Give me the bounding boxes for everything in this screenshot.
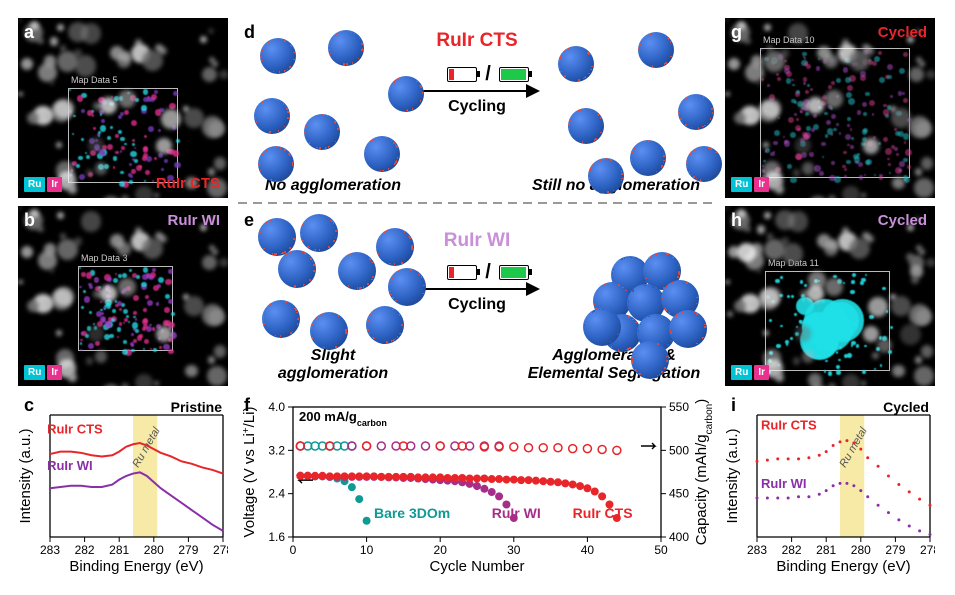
- panel-c-svg: 283 282 281 280 279 278 Binding Energy (eV) Int…: [18, 395, 228, 575]
- panel-i-letter: i: [731, 395, 736, 416]
- panel-b-sample: RuIr WI: [168, 212, 221, 229]
- panel-e-caption-left: Slightagglomeration: [248, 347, 418, 383]
- panel-c-letter: c: [24, 395, 34, 416]
- svg-text:283: 283: [747, 543, 767, 557]
- svg-text:30: 30: [507, 543, 521, 557]
- svg-text:282: 282: [75, 543, 95, 557]
- svg-text:280: 280: [851, 543, 871, 557]
- svg-text:0: 0: [290, 543, 297, 557]
- battery-full-icon-e: [499, 265, 529, 280]
- svg-text:281: 281: [816, 543, 836, 557]
- panel-c-state: Pristine: [171, 399, 222, 415]
- svg-text:450: 450: [669, 487, 689, 501]
- svg-text:278: 278: [920, 543, 935, 557]
- panel-e-cycling-label: Cycling: [238, 296, 716, 314]
- panel-g-legend: RuIr: [731, 177, 771, 192]
- svg-text:Intensity (a.u.): Intensity (a.u.): [725, 428, 741, 523]
- battery-full-level: [501, 69, 526, 80]
- panel-d-cycling-label: Cycling: [238, 98, 716, 116]
- svg-text:500: 500: [669, 443, 689, 457]
- svg-text:RuIr CTS: RuIr CTS: [761, 418, 817, 433]
- panel-e: e RuIr WI / Cycling Slightagglomeration …: [238, 206, 716, 386]
- panel-i: i Cycled 283 282 281 280 279 278 Binding Energ…: [725, 395, 935, 575]
- panel-f-letter: f: [244, 395, 250, 416]
- panel-d-title: RuIr CTS: [238, 30, 716, 52]
- svg-text:200 mA/gcarbon: 200 mA/gcarbon: [299, 409, 387, 428]
- panel-d-cycling-block: /: [418, 63, 558, 86]
- svg-text:283: 283: [40, 543, 60, 557]
- svg-text:Binding Energy (eV): Binding Energy (eV): [776, 558, 910, 575]
- battery-full-level-e: [501, 267, 526, 278]
- svg-text:550: 550: [669, 400, 689, 414]
- svg-text:280: 280: [144, 543, 164, 557]
- panel-e-cycling-block: /: [418, 261, 558, 284]
- svg-text:Bare 3DOm: Bare 3DOm: [374, 505, 450, 521]
- panel-h-letter: h: [731, 210, 742, 231]
- panel-g-letter: g: [731, 22, 742, 43]
- svg-text:279: 279: [178, 543, 198, 557]
- panel-b-legend: RuIr: [24, 365, 64, 380]
- svg-text:RuIr WI: RuIr WI: [761, 476, 807, 491]
- panel-g-image: g Cycled Map Data 10 RuIr: [725, 18, 935, 198]
- svg-text:20: 20: [434, 543, 448, 557]
- panel-b-letter: b: [24, 210, 35, 231]
- svg-text:2.4: 2.4: [268, 487, 285, 501]
- battery-low-icon-e: [447, 265, 477, 280]
- svg-text:RuIr CTS: RuIr CTS: [573, 505, 633, 521]
- svg-text:1.6: 1.6: [268, 530, 285, 544]
- panel-h-cycled: Cycled: [878, 212, 927, 229]
- panel-a-legend: RuIr: [24, 177, 64, 192]
- panel-h-image: h Cycled Map Data 11 RuIr: [725, 206, 935, 386]
- battery-low-level: [449, 69, 454, 80]
- svg-text:50: 50: [654, 543, 668, 557]
- svg-text:279: 279: [885, 543, 905, 557]
- panel-a-region-label: Map Data 5: [71, 75, 118, 85]
- panel-e-caption-right: Agglomerated &Elemental Segregation: [514, 347, 714, 383]
- svg-text:RuIr CTS: RuIr CTS: [47, 421, 103, 436]
- svg-text:Intensity (a.u.): Intensity (a.u.): [18, 428, 34, 523]
- svg-text:400: 400: [669, 530, 689, 544]
- panel-i-state: Cycled: [883, 399, 929, 415]
- svg-text:10: 10: [360, 543, 374, 557]
- svg-text:40: 40: [581, 543, 595, 557]
- battery-low-icon: [447, 67, 477, 82]
- cycling-arrow-d: [418, 90, 538, 92]
- svg-text:3.2: 3.2: [268, 443, 285, 457]
- svg-text:RuIr WI: RuIr WI: [492, 505, 541, 521]
- panel-f: f 0 10 20 30 40 50 1.6 2.4 3.2 4.0 400 450 500 550 Cyc…: [238, 395, 716, 575]
- svg-text:Binding Energy (eV): Binding Energy (eV): [69, 558, 203, 575]
- panel-a-sample: RuIr CTS: [156, 175, 220, 192]
- panel-a-image: a RuIr CTS Map Data 5 RuIr: [18, 18, 228, 198]
- battery-low-level-e: [449, 267, 454, 278]
- panel-g-cycled: Cycled: [878, 24, 927, 41]
- svg-text:281: 281: [109, 543, 129, 557]
- svg-text:278: 278: [213, 543, 228, 557]
- cycling-arrow-e: [418, 288, 538, 290]
- panel-f-svg: 0 10 20 30 40 50 1.6 2.4 3.2 4.0 400 450 500 550 Cycle…: [238, 395, 716, 575]
- panel-h-legend: RuIr: [731, 365, 771, 380]
- panel-c: c Pristine 283 282 281 280 279 278 Binding Ene…: [18, 395, 228, 575]
- svg-text:RuIr WI: RuIr WI: [47, 458, 93, 473]
- svg-text:4.0: 4.0: [268, 400, 285, 414]
- svg-text:Capacity (mAh/gcarbon): Capacity (mAh/gcarbon): [693, 399, 715, 545]
- svg-text:Voltage (V vs Li+/Li): Voltage (V vs Li+/Li): [241, 407, 259, 538]
- panel-e-title: RuIr WI: [238, 230, 716, 252]
- battery-full-icon: [499, 67, 529, 82]
- panel-b-image: b RuIr WI Map Data 3 RuIr: [18, 206, 228, 386]
- svg-text:Cycle Number: Cycle Number: [429, 558, 524, 575]
- panel-a-letter: a: [24, 22, 34, 43]
- panel-e-letter: e: [244, 210, 254, 231]
- panel-i-svg: 283 282 281 280 279 278 Binding Energy (eV) Int…: [725, 395, 935, 575]
- panel-d: d RuIr CTS / Cycling No agglomeration St…: [238, 18, 716, 198]
- svg-text:282: 282: [782, 543, 802, 557]
